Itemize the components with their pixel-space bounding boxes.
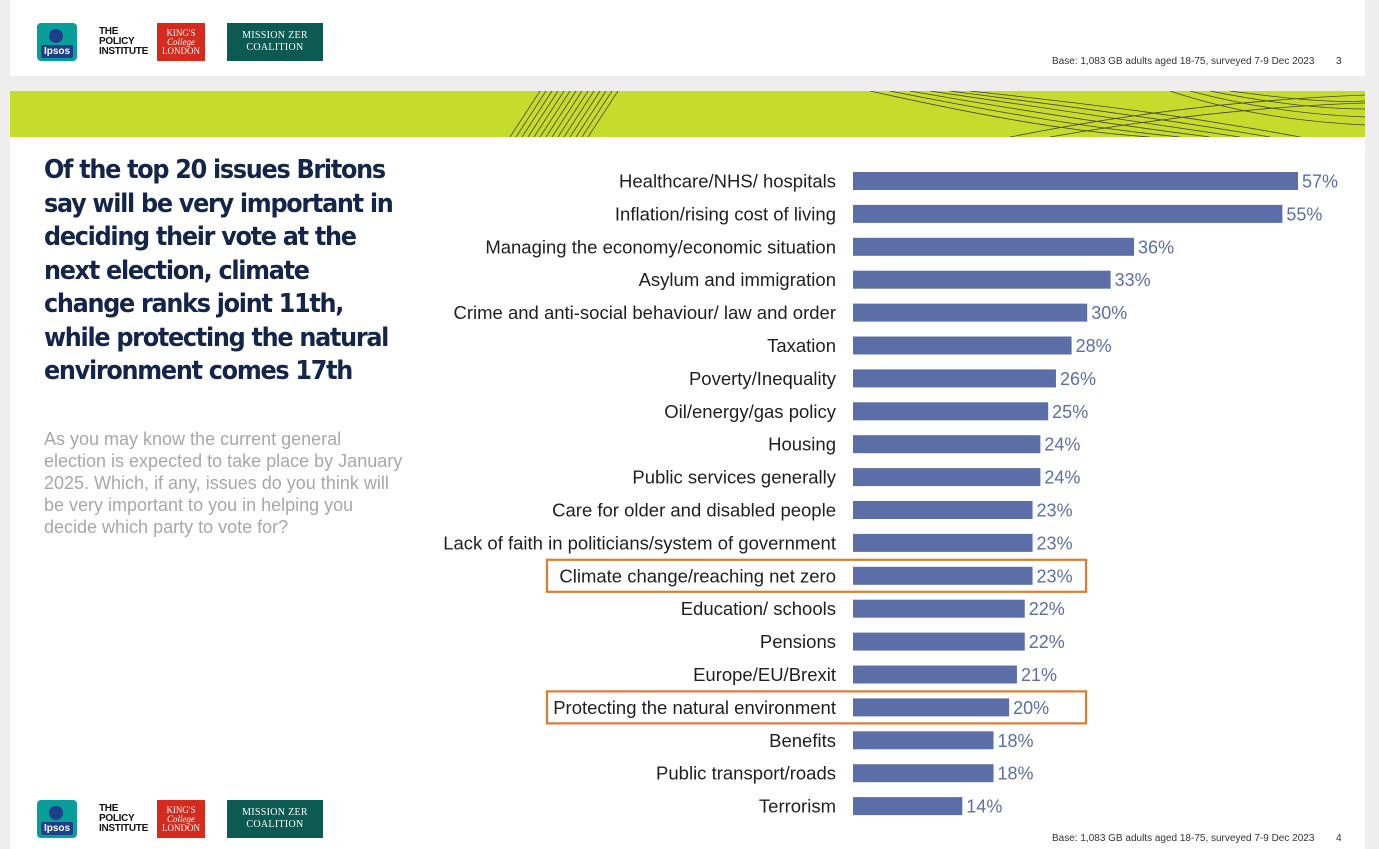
bar-terrorism [853,797,963,816]
base-note: Base: 1,083 GB adults aged 18-75, survey… [1052,56,1315,67]
bar-oil-energy-gas-policy [853,402,1049,421]
slide-content [10,137,1365,796]
footer-logos: Ipsos THE POLICY INSTITUTE KING'S Colleg… [37,800,323,838]
policy-institute-logo: THE POLICY INSTITUTE [99,26,148,57]
value-label-housing: 24% [1044,435,1080,455]
kings-college-logo: KING'S College LONDON [157,23,205,61]
value-label-public-services-generally: 24% [1044,468,1080,488]
category-label-managing-the-economy-economic-situation: Managing the economy/economic situation [485,236,836,257]
bar-lack-of-faith-in-politicians-system-of-government [853,533,1033,552]
kings-college-logo: KING'S College LONDON [157,800,205,838]
highlight-box-protecting-the-natural-environment [545,690,1088,725]
category-label-public-services-generally: Public services generally [632,467,836,488]
bar-education-schools [853,599,1025,618]
ipsos-logo: Ipsos [37,23,77,61]
value-label-taxation: 28% [1076,336,1112,356]
bar-climate-change-reaching-net-zero [853,566,1033,585]
decorative-banner [10,91,1365,137]
value-label-europe-eu-brexit: 21% [1021,665,1057,685]
header-logos: Ipsos THE POLICY INSTITUTE KING'S Colleg… [37,23,323,61]
value-label-pensions: 22% [1029,632,1065,652]
value-label-education-schools: 22% [1029,599,1065,619]
category-label-pensions: Pensions [760,631,836,652]
bar-pensions [853,632,1025,651]
value-label-healthcare-nhs-hospitals: 57% [1302,172,1338,192]
ipsos-logo: Ipsos [37,800,77,838]
category-label-lack-of-faith-in-politicians-system-of-government: Lack of faith in politicians/system of g… [443,532,836,553]
value-label-terrorism: 14% [966,797,1002,817]
category-label-housing: Housing [768,434,836,455]
category-label-europe-eu-brexit: Europe/EU/Brexit [693,664,836,685]
bar-poverty-inequality [853,369,1056,388]
bar-benefits [853,731,994,750]
bar-protecting-the-natural-environment [853,698,1010,717]
bar-inflation-rising-cost-of-living [853,204,1283,223]
value-label-oil-energy-gas-policy: 25% [1052,402,1088,422]
bar-europe-eu-brexit [853,665,1017,684]
value-label-benefits: 18% [998,731,1034,751]
value-label-public-transport-roads: 18% [998,764,1034,784]
bar-public-transport-roads [853,764,994,783]
category-label-inflation-rising-cost-of-living: Inflation/rising cost of living [615,203,836,224]
page-number: 4 [1336,833,1342,844]
base-note: Base: 1,083 GB adults aged 18-75, survey… [1052,833,1315,844]
category-label-asylum-and-immigration: Asylum and immigration [639,269,836,290]
slide-headline: Of the top 20 issues Britons say will be… [44,155,394,386]
value-label-lack-of-faith-in-politicians-system-of-government: 23% [1037,533,1073,553]
value-label-crime-and-anti-social-behaviour-law-and-order: 30% [1091,303,1127,323]
bar-crime-and-anti-social-behaviour-law-and-order [853,303,1088,322]
bar-housing [853,435,1041,454]
mission-zero-coalition-logo: MISSION ZER COALITION [227,800,323,838]
bar-asylum-and-immigration [853,270,1111,289]
category-label-climate-change-reaching-net-zero: Climate change/reaching net zero [559,565,836,586]
category-label-healthcare-nhs-hospitals: Healthcare/NHS/ hospitals [619,171,836,192]
category-label-public-transport-roads: Public transport/roads [656,763,836,784]
category-label-education-schools: Education/ schools [681,598,836,619]
mission-zero-coalition-logo: MISSION ZER COALITION [227,23,323,61]
bar-healthcare-nhs-hospitals [853,172,1298,190]
bar-managing-the-economy-economic-situation [853,237,1135,256]
category-label-terrorism: Terrorism [759,796,836,817]
banner-wave-pattern [509,91,1365,137]
page-number: 3 [1336,56,1342,67]
category-label-crime-and-anti-social-behaviour-law-and-order: Crime and anti-social behaviour/ law and… [453,302,836,323]
value-label-poverty-inequality: 26% [1060,369,1096,389]
value-label-managing-the-economy-economic-situation: 36% [1138,237,1174,257]
category-label-poverty-inequality: Poverty/Inequality [689,368,837,389]
category-label-protecting-the-natural-environment: Protecting the natural environment [553,697,836,718]
category-label-oil-energy-gas-policy: Oil/energy/gas policy [664,401,836,422]
value-label-protecting-the-natural-environment: 20% [1013,698,1049,718]
value-label-asylum-and-immigration: 33% [1115,270,1151,290]
survey-question: As you may know the current general elec… [44,429,403,537]
category-label-taxation: Taxation [767,335,836,356]
category-label-care-for-older-and-disabled-people: Care for older and disabled people [552,500,836,521]
bar-taxation [853,336,1072,355]
category-label-benefits: Benefits [769,730,836,751]
bar-care-for-older-and-disabled-people [853,501,1033,519]
highlight-box-climate-change-reaching-net-zero [545,558,1088,593]
value-label-care-for-older-and-disabled-people: 23% [1037,501,1073,521]
policy-institute-logo: THE POLICY INSTITUTE [99,803,148,834]
bar-public-services-generally [853,468,1041,487]
value-label-climate-change-reaching-net-zero: 23% [1037,566,1073,586]
value-label-inflation-rising-cost-of-living: 55% [1286,204,1322,224]
